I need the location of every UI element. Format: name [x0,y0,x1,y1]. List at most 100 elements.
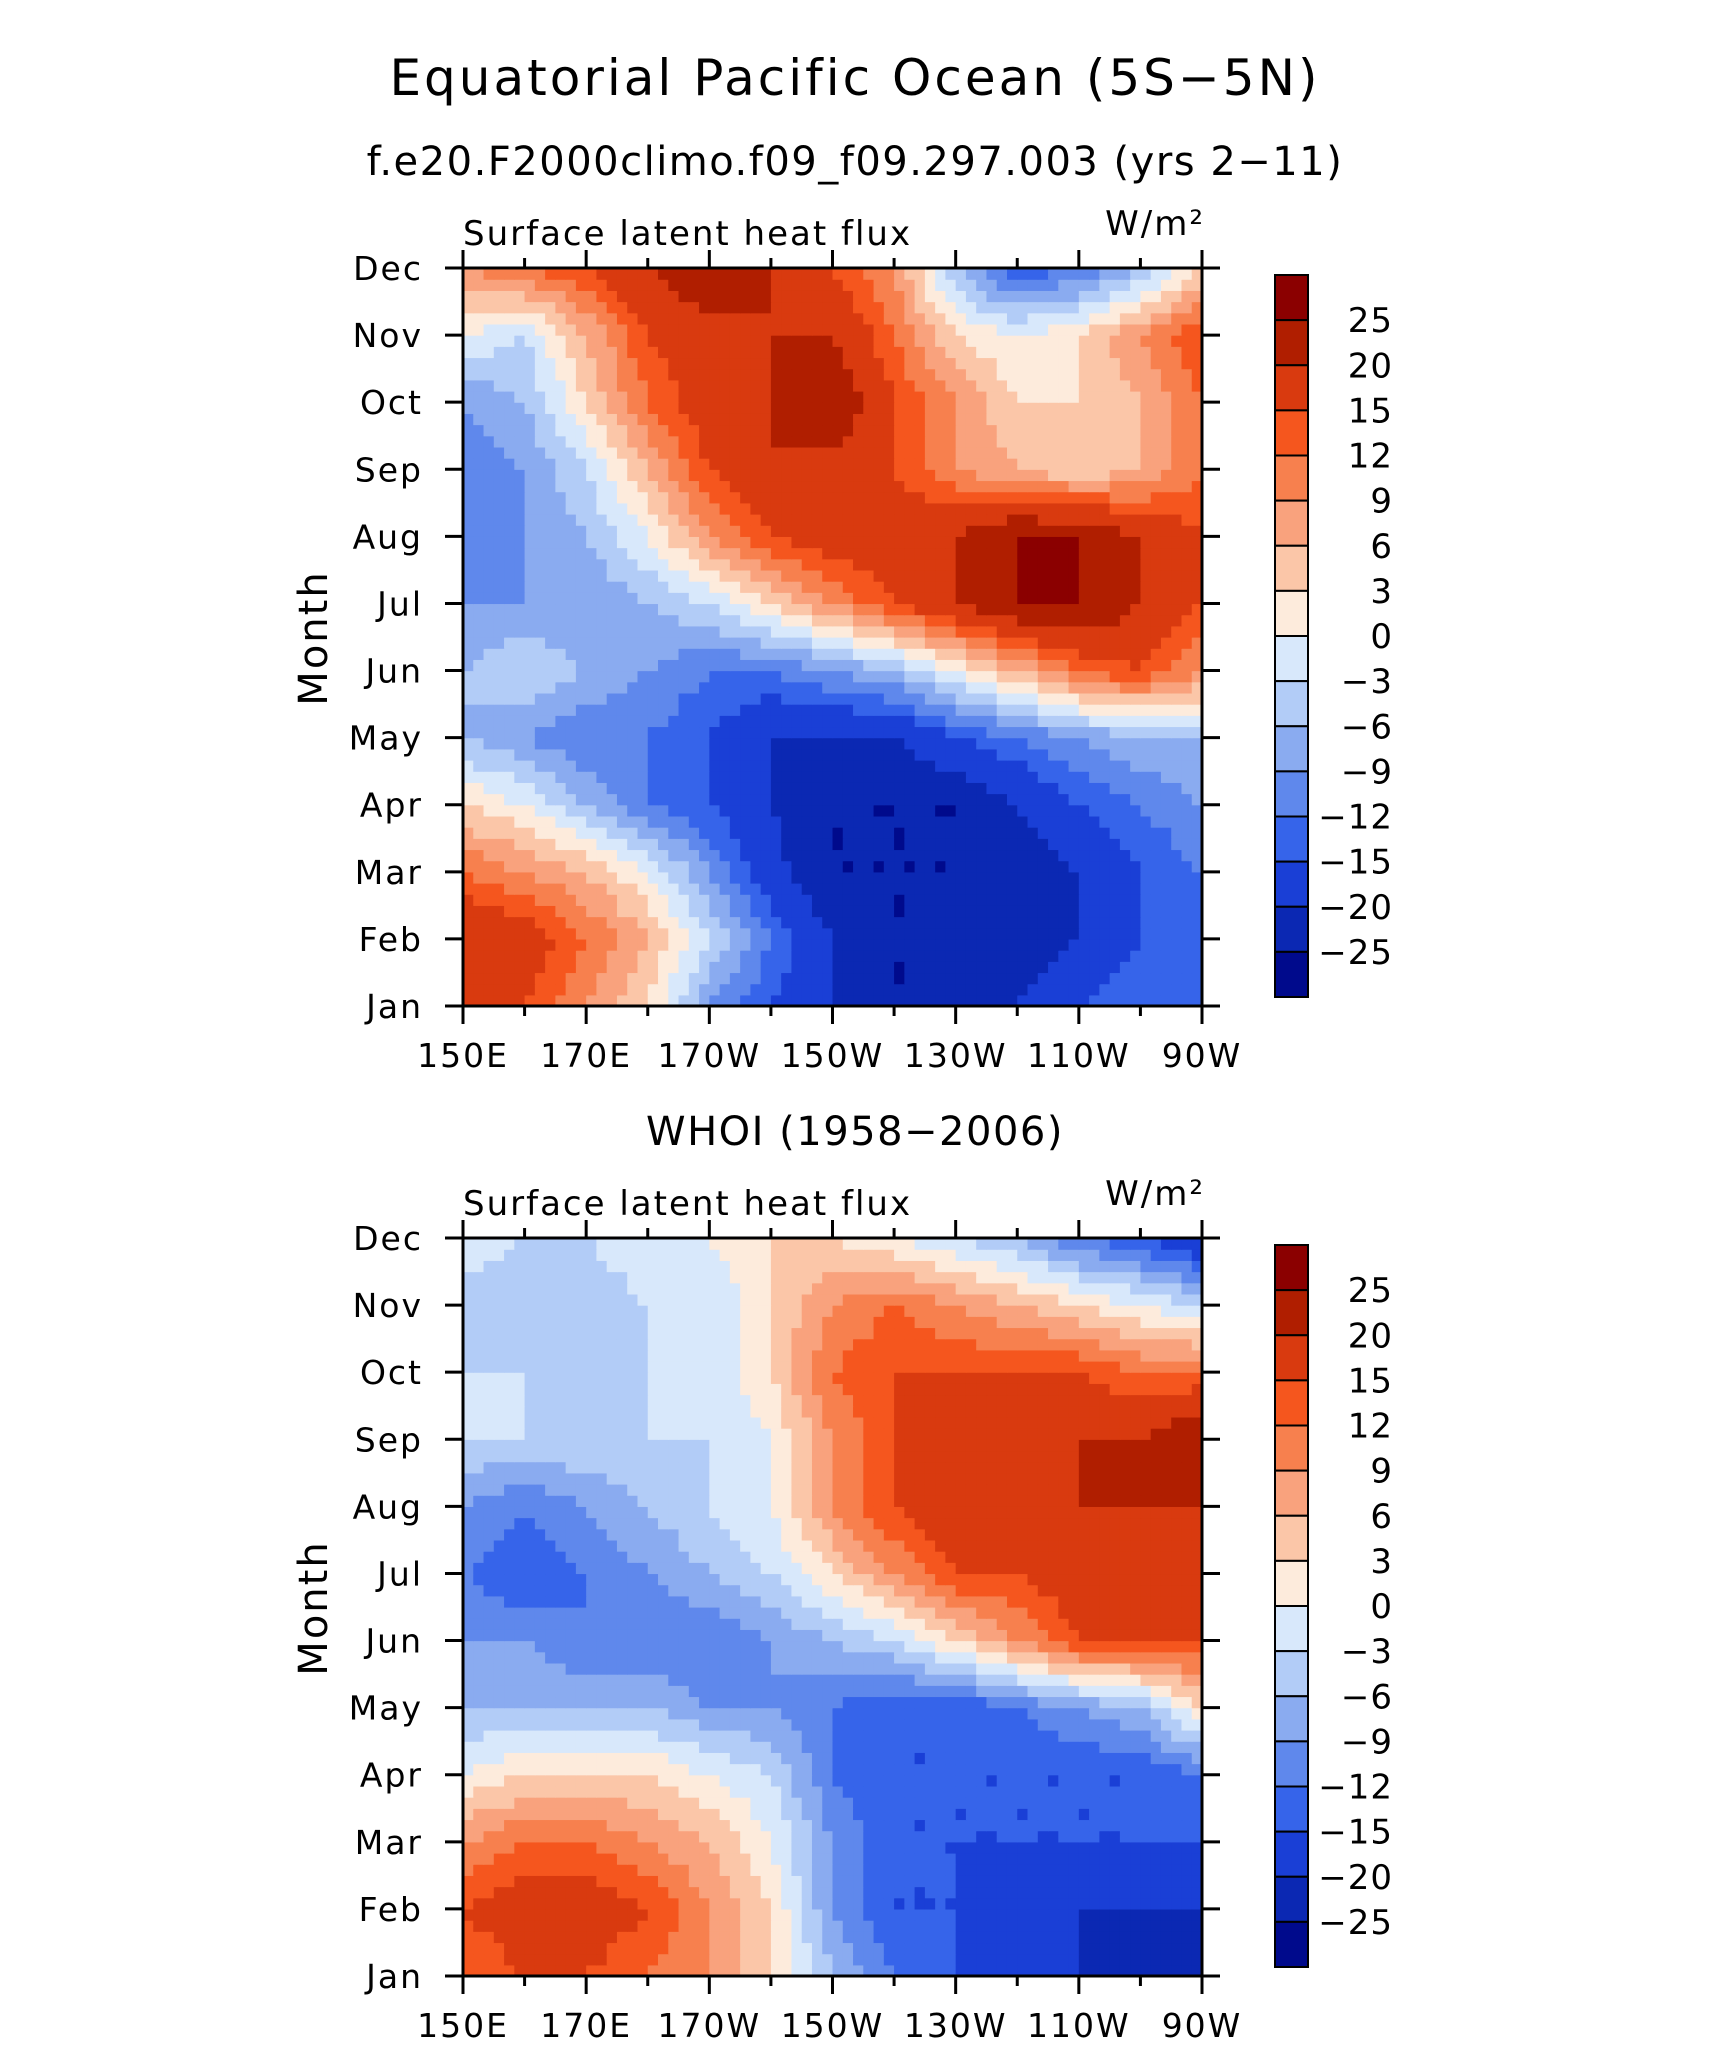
heatmap-cell [493,569,505,582]
heatmap-cell [504,625,515,638]
heatmap-cell [1150,312,1162,325]
heatmap-cell [586,972,598,985]
heatmap-cell [1119,323,1131,336]
heatmap-cell [894,983,905,996]
heatmap-cell [627,637,639,649]
heatmap-cell [781,525,793,537]
heatmap-cell [606,815,618,828]
heatmap-cell [463,279,474,291]
heatmap-cell [976,760,988,772]
heatmap-cell [709,715,721,728]
heatmap-cell [678,972,690,985]
heatmap-cell [658,793,669,806]
heatmap-cell [924,402,936,414]
heatmap-cell [555,804,567,817]
heatmap-cell [781,748,793,761]
heatmap-cell [791,726,803,739]
heatmap-cell [894,1953,905,1966]
heatmap-cell [945,357,957,370]
heatmap-cell [1058,704,1070,716]
heatmap-cell [955,938,967,951]
heatmap-cell [822,290,834,303]
heatmap-cell [606,346,618,359]
heatmap-cell [1068,379,1080,392]
heatmap-cell [770,558,782,571]
heatmap-cell [719,424,731,437]
heatmap-cell [883,279,895,291]
heatmap-cell [473,536,485,549]
heatmap-cell [1027,838,1039,851]
heatmap-cell [935,268,946,280]
heatmap-cell [863,1964,875,1977]
heatmap-cell [504,312,515,325]
heatmap-cell [688,491,700,504]
heatmap-cell [853,536,864,549]
heatmap-cell [699,413,710,426]
heatmap-cell [1160,323,1172,336]
heatmap-cell [565,815,577,828]
heatmap-cell [483,547,495,560]
heatmap-cell [904,938,916,951]
heatmap-cell [575,737,587,750]
heatmap-cell [1150,927,1162,940]
heatmap-cell [740,435,751,448]
heatmap-cell [1037,592,1049,605]
heatmap-cell [1160,625,1172,638]
heatmap-cell [1119,804,1131,817]
heatmap-cell [565,379,577,392]
heatmap-cell [914,536,926,549]
heatmap-cell [822,1964,834,1977]
heatmap-cell [1078,290,1090,303]
heatmap-cell [463,983,474,996]
heatmap-cell [1068,771,1080,783]
heatmap-cell [996,290,1008,303]
heatmap-cell [1119,648,1131,660]
heatmap-cell [524,827,536,839]
heatmap-cell [596,536,608,549]
heatmap-cell [811,614,823,627]
heatmap-cell [1140,558,1152,571]
heatmap-cell [637,648,649,660]
heatmap-cell [1027,424,1039,437]
heatmap-cell [555,961,567,974]
heatmap-cell [1140,681,1152,694]
heatmap-cell [955,469,967,482]
heatmap-cell [534,659,546,672]
heatmap-cell [1089,547,1100,560]
heatmap-cell [1140,961,1152,974]
heatmap-cell [781,357,793,370]
heatmap-cell [1089,335,1100,347]
heatmap-cell [1140,704,1152,716]
heatmap-cell [627,469,639,482]
heatmap-cell [1017,961,1029,974]
heatmap-cell [1140,614,1152,627]
heatmap-cell [1119,849,1131,862]
heatmap-cell [534,569,546,582]
heatmap-cell [504,849,515,862]
heatmap-cell [750,1964,762,1977]
heatmap-cell [627,760,639,772]
heatmap-cell [781,860,793,873]
heatmap-cell [514,592,526,605]
heatmap-cell [616,391,628,403]
heatmap-cell [1099,771,1111,783]
heatmap-cell [647,871,659,884]
heatmap-cell [935,950,946,962]
heatmap-cell [637,413,649,426]
heatmap-cell [801,938,813,951]
heatmap-cell [924,435,936,448]
heatmap-cell [945,1953,957,1966]
heatmap-cell [1058,502,1070,515]
heatmap-cell [1191,603,1203,616]
heatmap-cell [678,950,690,962]
heatmap-cell [1017,927,1029,940]
heatmap-cell [1058,648,1070,660]
heatmap-cell [760,804,772,817]
heatmap-cell [1068,804,1080,817]
heatmap-cell [1191,950,1203,962]
heatmap-cell [924,525,936,537]
heatmap-cell [955,391,967,403]
heatmap-cell [514,927,526,940]
heatmap-cell [1191,525,1203,537]
heatmap-cell [760,346,772,359]
